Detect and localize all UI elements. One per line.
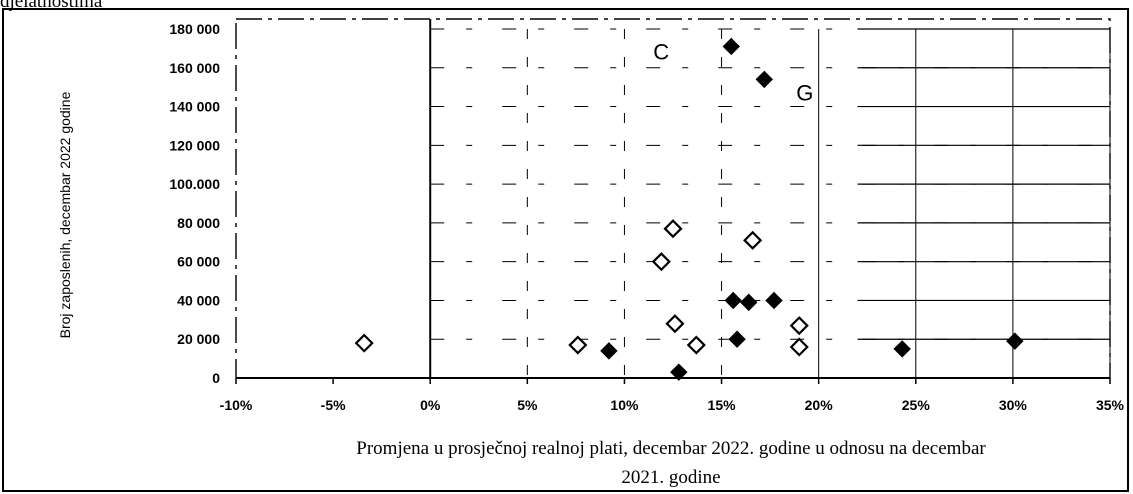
data-points — [354, 37, 1024, 381]
hollow-diamond-point — [354, 333, 374, 353]
figure-frame — [2, 8, 1129, 492]
y-tick-label: 140 000 — [169, 99, 220, 115]
filled-diamond-point — [755, 70, 773, 89]
filled-diamond-point — [728, 330, 746, 348]
point-labels: CG — [653, 39, 813, 105]
y-tick-label: 100.000 — [169, 176, 220, 192]
axes — [235, 18, 1111, 379]
x-tick-label: 20% — [805, 397, 834, 413]
x-tick-label: -10% — [220, 397, 253, 413]
filled-diamond-point — [893, 340, 911, 358]
filled-diamond-point — [765, 291, 783, 310]
point-label: C — [653, 39, 669, 64]
hollow-diamond-point — [686, 335, 706, 355]
filled-diamond-point — [722, 37, 740, 56]
hollow-diamond-point — [743, 230, 763, 250]
filled-diamond-point — [600, 342, 618, 360]
grid-lines — [430, 28, 1111, 378]
filled-diamond-point — [740, 293, 758, 312]
y-tick-label: 160 000 — [169, 60, 220, 76]
filled-diamond-point — [670, 363, 688, 381]
x-tick-label: 25% — [902, 397, 931, 413]
y-tick-label: 0 — [212, 370, 220, 386]
hollow-diamond-point — [789, 316, 809, 336]
x-tick-label: 10% — [610, 397, 639, 413]
x-tick-label: 30% — [999, 397, 1028, 413]
hollow-diamond-point — [789, 337, 809, 357]
hollow-diamond-point — [651, 252, 671, 272]
y-tick-label: 20 000 — [177, 331, 220, 347]
x-axis-label-line-1: Promjena u prosječnoj realnoj plati, dec… — [356, 438, 986, 459]
y-tick-label: 120 000 — [169, 137, 220, 153]
y-axis-label: Broj zaposlenih, decembar 2022 godine — [57, 91, 73, 338]
x-tick-label: 35% — [1096, 397, 1125, 413]
point-label: G — [796, 80, 813, 105]
filled-diamond-point — [724, 291, 742, 310]
tick-labels: 0 20 000 40 000 60 000 80 000 100.000 120 000 1… — [169, 21, 1124, 413]
x-tick-label: 5% — [517, 397, 538, 413]
y-tick-label: 60 000 — [177, 254, 220, 270]
x-tick-label: 0% — [420, 397, 441, 413]
hollow-diamond-point — [665, 314, 685, 334]
y-tick-label: 40 000 — [177, 292, 220, 308]
y-tick-label: 80 000 — [177, 215, 220, 231]
hollow-diamond-point — [568, 335, 588, 355]
y-tick-label: 180 000 — [169, 21, 220, 37]
x-tick-label: 15% — [708, 397, 737, 413]
hollow-diamond-point — [663, 219, 683, 239]
filled-diamond-point — [1006, 332, 1024, 350]
x-tick-label: -5% — [321, 397, 346, 413]
x-axis-label-line-2: 2021. godine — [621, 467, 720, 488]
